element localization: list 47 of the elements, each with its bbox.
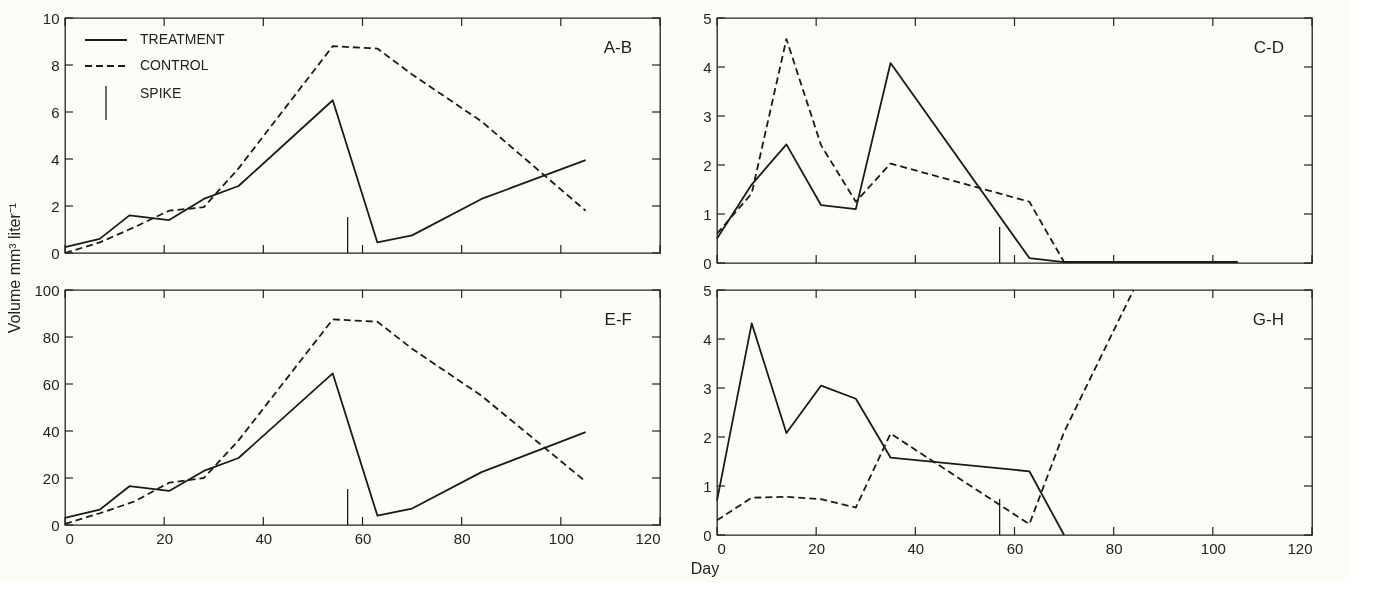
y-tick-label: 3 [703, 107, 712, 125]
x-tick-label: 20 [156, 529, 174, 547]
x-tick-label: 40 [255, 529, 273, 547]
x-tick-label: 0 [65, 529, 74, 547]
y-tick-label: 5 [703, 281, 712, 299]
y-tick-label: 10 [42, 9, 60, 27]
y-tick-label: 5 [703, 9, 712, 27]
text: A-B [603, 38, 632, 57]
x-tick-label: 120 [1287, 539, 1313, 557]
x-tick-label: 0 [717, 539, 726, 557]
y-tick-label: 3 [703, 379, 712, 397]
y-tick-label: 20 [42, 469, 60, 487]
y-tick-label: 2 [703, 428, 712, 446]
x-tick-label: 100 [1200, 539, 1226, 557]
y-tick-label: 4 [51, 150, 60, 168]
x-tick-label: 60 [1006, 539, 1024, 557]
y-tick-label: 80 [42, 328, 60, 346]
x-tick-label: 120 [635, 529, 661, 547]
y-tick-label: 40 [42, 422, 60, 440]
y-tick-label: 1 [703, 205, 712, 223]
x-tick-label: 80 [1105, 539, 1123, 557]
x-axis-title: Day [690, 560, 720, 577]
text: E-F [604, 310, 632, 329]
y-tick-label: 4 [703, 58, 712, 76]
y-tick-label: 0 [51, 244, 60, 262]
x-tick-label: 60 [354, 529, 372, 547]
y-axis-title: Volume mm³ liter⁻¹ [6, 202, 23, 334]
y-tick-label: 0 [51, 516, 60, 534]
y-tick-label: 4 [703, 330, 712, 348]
y-tick-label: 2 [703, 156, 712, 174]
y-tick-label: 60 [42, 375, 60, 393]
y-tick-label: 6 [51, 103, 60, 121]
y-tick-label: 8 [51, 56, 60, 74]
y-tick-label: 100 [34, 281, 60, 299]
legend-label: CONTROL [140, 57, 209, 73]
line-series [64, 45, 587, 254]
x-tick-label: 100 [548, 529, 574, 547]
y-tick-label: 1 [703, 477, 712, 495]
y-tick-label: 0 [703, 254, 712, 272]
x-tick-label: 40 [907, 539, 925, 557]
annotation: SPIKE [140, 85, 182, 101]
x-tick-label: 80 [453, 529, 471, 547]
x-tick-label: 20 [808, 539, 826, 557]
legend-label: TREATMENT [140, 31, 225, 47]
text: C-D [1253, 38, 1284, 57]
y-tick-label: 2 [51, 197, 60, 215]
text: G-H [1252, 310, 1284, 329]
